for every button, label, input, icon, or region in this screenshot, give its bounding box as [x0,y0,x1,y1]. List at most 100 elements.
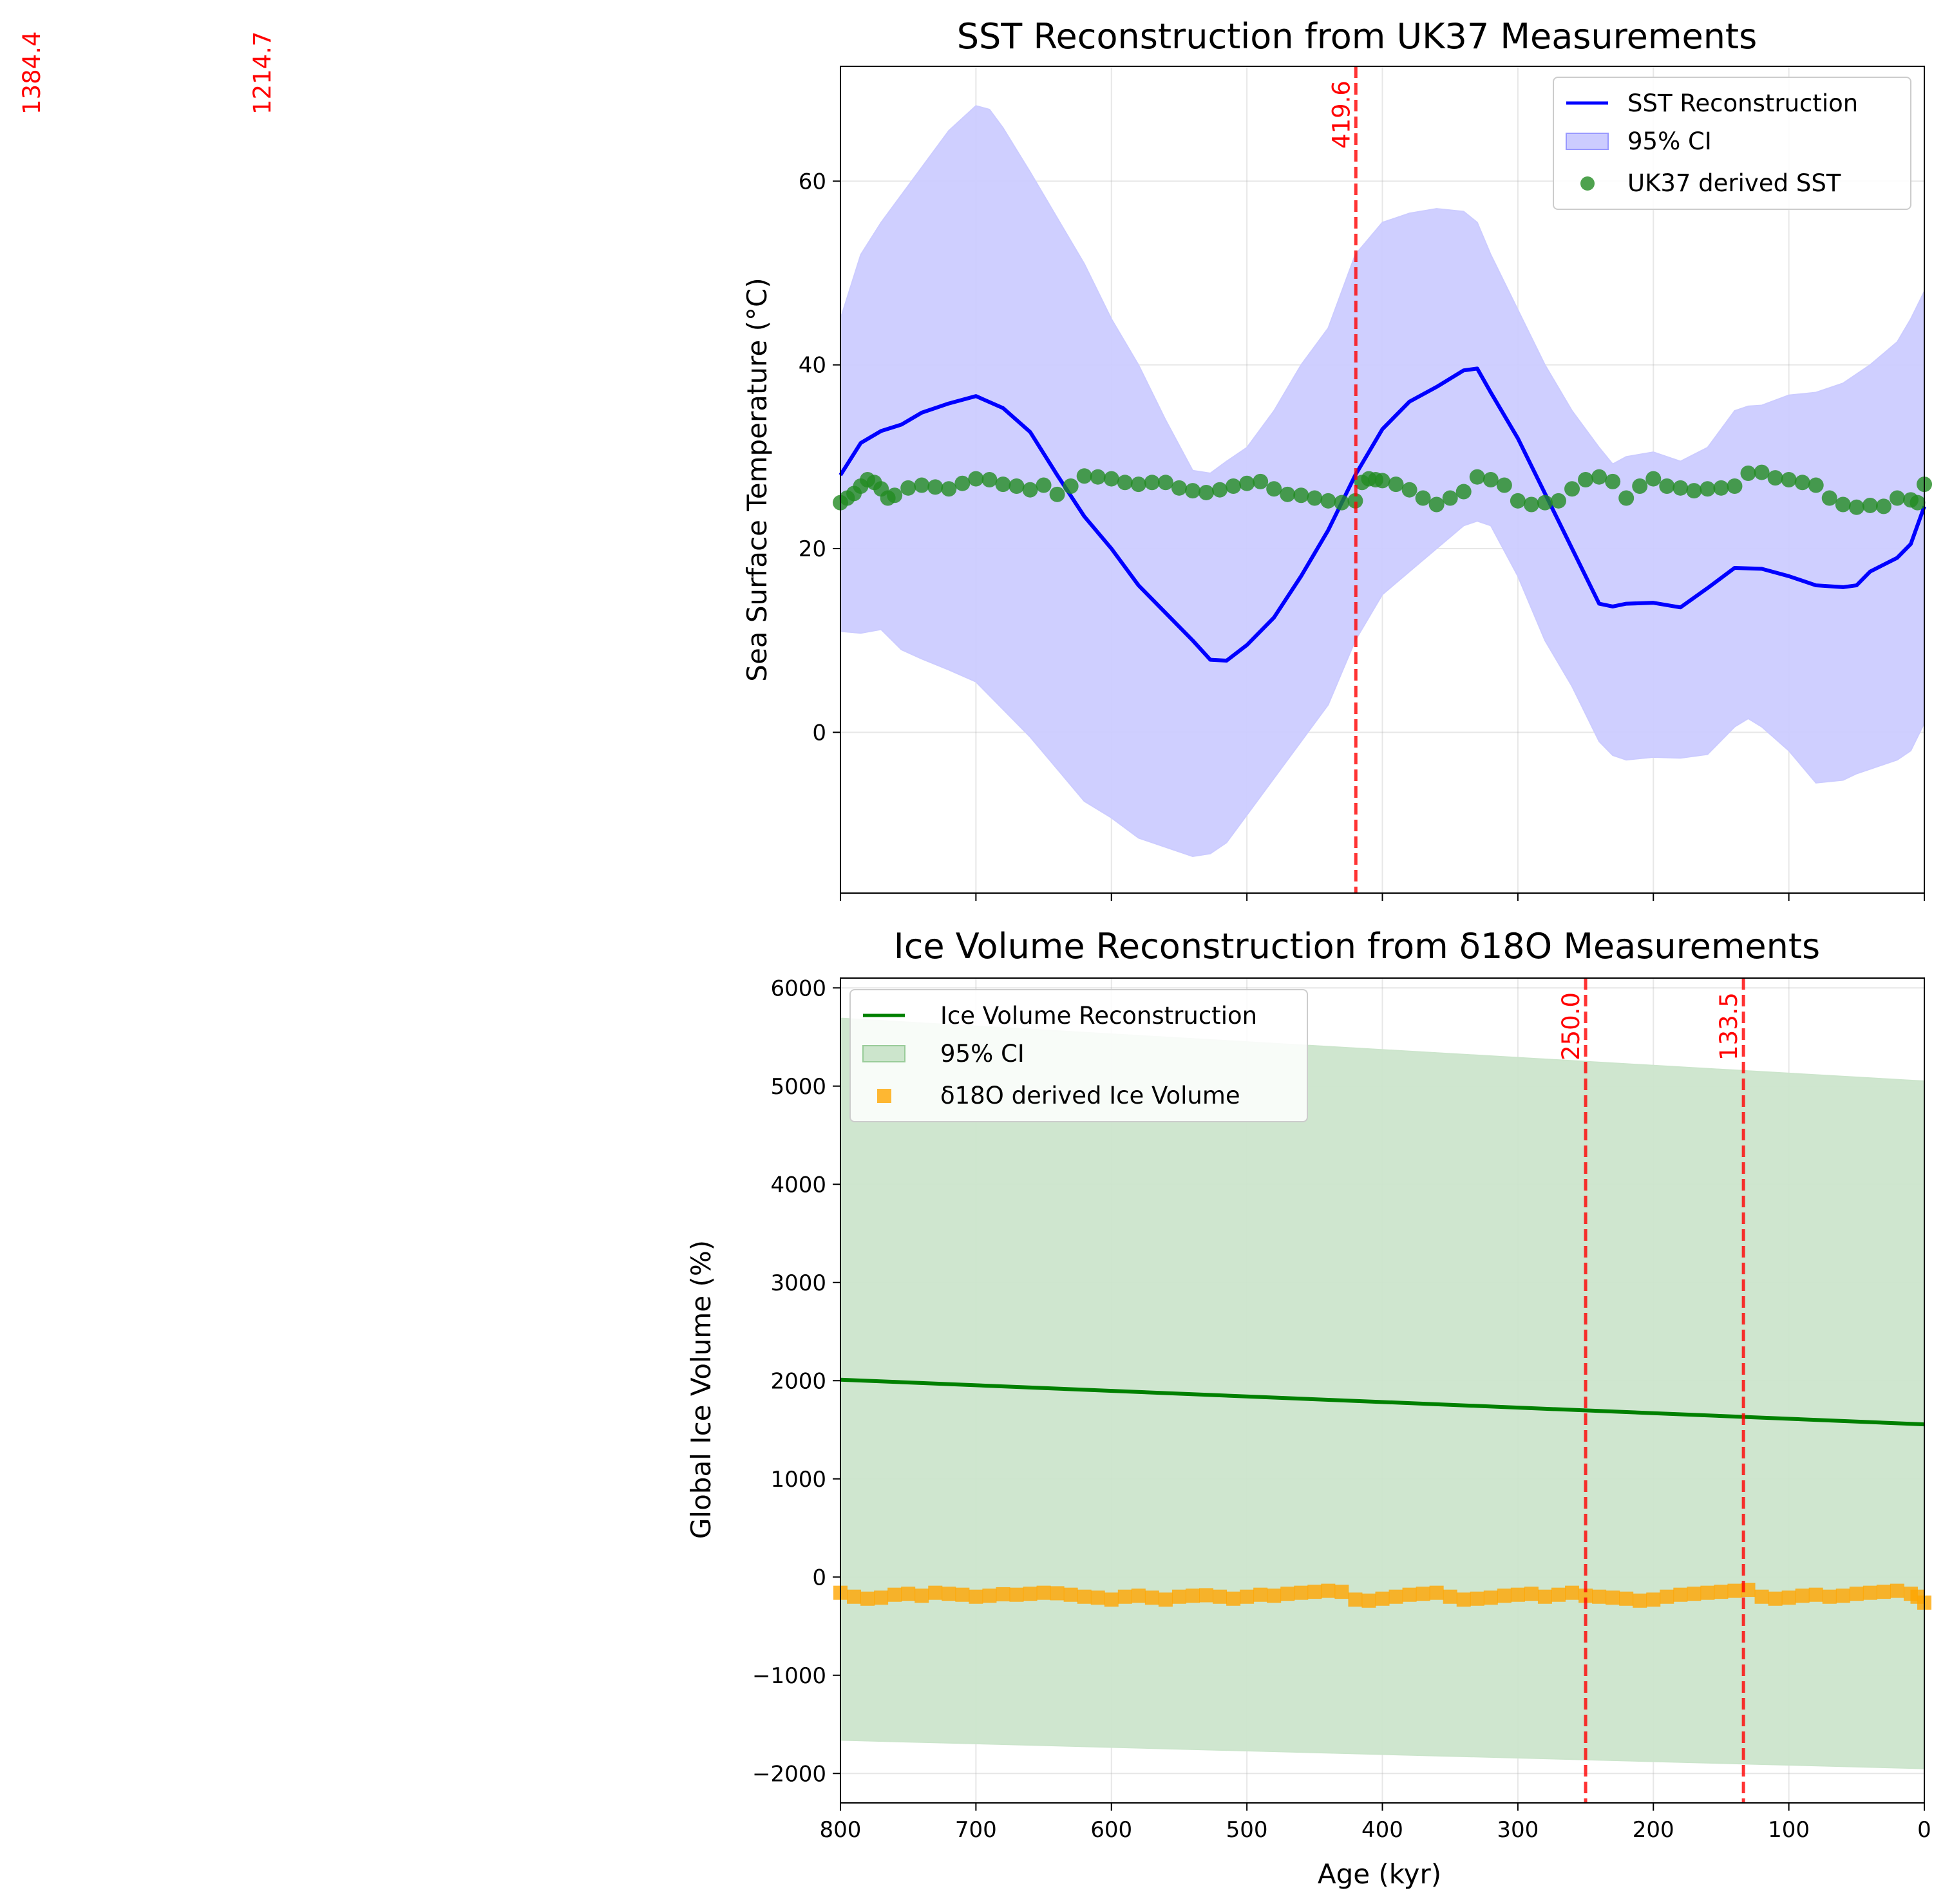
ice-ytick-label-3: 1000 [770,1467,826,1493]
ice-data-point [1808,1587,1823,1602]
sst-ytick-label-0: 0 [812,720,826,746]
ice-data-point [1036,1585,1051,1600]
ice-data-point [1077,1589,1092,1604]
ice-data-point [955,1587,970,1602]
ice-data-point [1267,1588,1282,1603]
ice-data-point [1456,1592,1471,1607]
stray-label-2: 1214.7 [249,32,276,115]
sst-data-point [1307,490,1323,506]
sst-data-point [1483,472,1499,487]
ice-data-point [1375,1591,1390,1606]
ice-data-point [1849,1587,1864,1601]
ice-data-point [915,1588,929,1603]
sst-data-point [887,487,903,504]
sst-legend-label-points: UK37 derived SST [1627,169,1841,197]
sst-data-point [1280,486,1296,502]
stray-label-1: 1384.4 [18,32,46,115]
ice-data-point [1633,1593,1647,1608]
ice-data-point [1307,1585,1322,1599]
sst-data-point [1063,478,1079,494]
ice-xtick-label-5: 300 [1497,1817,1539,1843]
ice-data-point [1131,1588,1146,1603]
ice-data-point [1795,1588,1810,1603]
sst-data-point [1103,471,1119,487]
ice-data-point [1497,1588,1512,1603]
ice-data-point [1117,1589,1132,1604]
ice-data-point [1429,1585,1444,1600]
sst-legend-point-swatch [1580,176,1595,191]
sst-data-point [914,477,930,493]
ice-data-point [928,1585,943,1600]
ice-data-point [1171,1589,1186,1604]
ice-data-point [1687,1587,1701,1601]
sst-data-point [1442,490,1458,506]
sst-data-point [1374,473,1390,489]
stray-event-labels: 1384.4 1214.7 [18,32,276,115]
ice-data-point [1592,1589,1607,1604]
ice-ytick-label-8: 6000 [770,976,826,1001]
ice-data-point [1240,1589,1255,1604]
sst-data-point [1754,464,1770,480]
ice-data-point [1524,1587,1539,1601]
ice-legend-band-swatch [862,1045,905,1062]
sst-data-point [1415,490,1431,506]
ice-data-point [887,1587,902,1602]
ice-data-point [969,1589,983,1604]
sst-legend: SST Reconstruction 95% CI UK37 derived S… [1553,77,1911,210]
ice-data-point [1023,1587,1038,1601]
ice-event-label-0: 250.0 [1557,992,1585,1060]
ice-data-point [1334,1585,1349,1599]
ice-data-point [1768,1591,1783,1606]
sst-data-point [1510,493,1526,509]
ice-data-point [1483,1590,1498,1605]
ice-data-point [1158,1592,1173,1607]
ice-event-lines: 250.0 133.5 [1557,978,1745,1803]
sst-data-point [968,471,984,487]
ice-data-point [1714,1585,1729,1599]
sst-data-point [1184,483,1200,499]
ice-data-point [1226,1591,1241,1606]
ice-data-point [1009,1587,1024,1602]
sst-data-point [981,472,998,487]
ice-data-point [1185,1588,1200,1603]
sst-data-point [1009,478,1025,494]
ice-data-point [1348,1592,1363,1607]
ice-data-point [1822,1589,1837,1604]
sst-data-point [900,480,916,496]
ice-data-point [1090,1590,1105,1605]
sst-data-point [1347,493,1363,509]
sst-legend-box [1553,77,1911,210]
sst-data-point [1401,482,1417,498]
ice-xtick-label-6: 200 [1633,1817,1674,1843]
sst-data-point [927,479,943,495]
ice-data-point [1294,1585,1309,1600]
sst-data-point [1293,487,1309,504]
sst-ytick-label-1: 20 [799,536,826,562]
ice-data-point [1144,1590,1159,1605]
sst-data-point [1022,482,1038,498]
sst-data-point [1618,490,1635,506]
sst-event-lines: 419.6 [1327,66,1358,893]
sst-data-point [1821,490,1837,506]
ice-data-point [1063,1587,1078,1602]
ice-xlabel: Age (kyr) [1318,1858,1441,1890]
ice-ytick-label-7: 5000 [770,1074,826,1100]
ice-data-point [1280,1587,1295,1601]
sst-data-point [1659,478,1675,494]
ice-xtick-label-0: 800 [820,1817,862,1843]
ice-data-point [860,1591,875,1606]
ice-legend-box [849,989,1308,1122]
ice-data-point [1700,1585,1715,1600]
ice-ytick-label-6: 4000 [770,1172,826,1198]
sst-data-point [954,475,971,491]
ice-data-point [1050,1586,1065,1601]
sst-data-point [1334,495,1350,511]
sst-data-point [1469,469,1485,485]
sst-data-point [1266,481,1282,497]
ice-legend: Ice Volume Reconstruction 95% CI δ18O de… [849,989,1308,1122]
ice-xtick-label-7: 100 [1768,1817,1810,1843]
ice-ytick-label-2: 0 [812,1565,826,1590]
ice-data-point [847,1589,862,1604]
ice-data-point [1727,1583,1742,1598]
